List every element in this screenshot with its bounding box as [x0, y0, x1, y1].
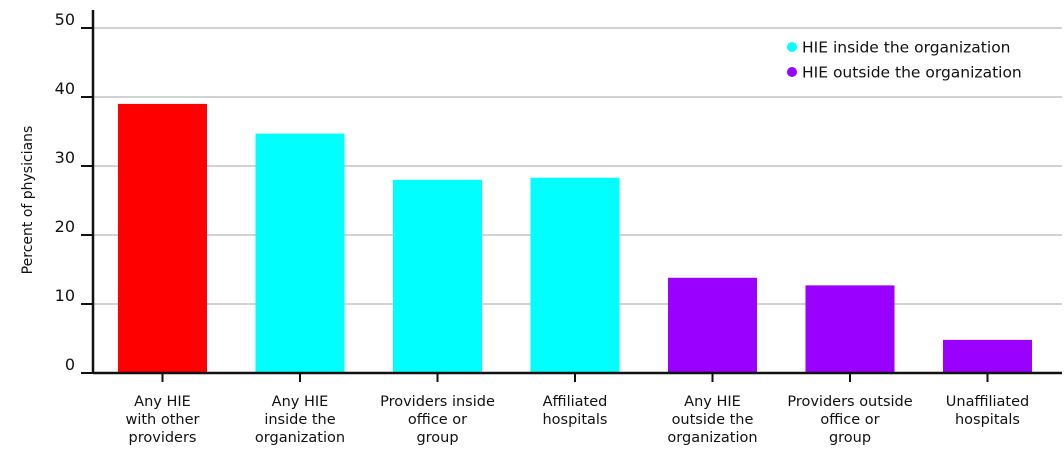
bar — [393, 179, 482, 373]
bars — [118, 103, 1032, 374]
x-category-label: Any HIE with other providers — [125, 394, 199, 446]
x-category-label: Providers inside office or group — [380, 394, 495, 446]
legend-label: HIE inside the organization — [802, 39, 1011, 57]
y-axis-label: Percent of physicians — [20, 126, 36, 275]
bar — [805, 285, 895, 373]
bar — [943, 339, 1032, 373]
x-category-label: Unaffiliated hospitals — [946, 394, 1029, 428]
legend-marker — [787, 67, 797, 77]
x-category-labels: Any HIE with other providers Any HIE inside … — [125, 394, 1029, 446]
y-tick-label: 0 — [65, 355, 75, 374]
bar — [530, 177, 620, 373]
y-tick-label: 20 — [55, 217, 75, 236]
x-category-label: Any HIE outside the organization — [667, 394, 757, 446]
axes — [91, 10, 1062, 382]
y-tick-labels: 0 10 20 30 40 50 — [55, 10, 75, 374]
y-tick-label: 50 — [55, 10, 75, 29]
bar — [668, 277, 757, 373]
x-category-label: Any HIE inside the organization — [255, 394, 345, 446]
bar — [255, 133, 345, 373]
x-category-label: Providers outside office or group — [787, 394, 912, 446]
y-tick-label: 30 — [55, 148, 75, 167]
y-tick-label: 40 — [55, 79, 75, 98]
y-tick-label: 10 — [55, 286, 75, 305]
x-category-label: Affiliated hospitals — [542, 394, 607, 428]
legend-marker — [787, 42, 797, 52]
legend-label: HIE outside the organization — [802, 64, 1022, 82]
bar — [118, 103, 207, 374]
legend: HIE inside the organization HIE outside t… — [787, 39, 1022, 82]
grid-lines — [81, 27, 1062, 374]
